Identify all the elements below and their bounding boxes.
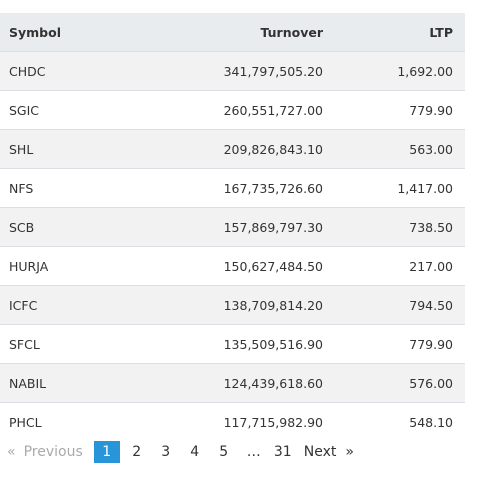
symbol-cell: PHCL (0, 402, 130, 441)
table-row: SHL 209,826,843.10 563.00 (0, 129, 465, 169)
table-row: PHCL 117,715,982.90 548.10 (0, 402, 465, 441)
ltp-cell: 217.00 (336, 246, 465, 286)
symbol-cell: SGIC (0, 90, 130, 130)
turnover-cell: 167,735,726.60 (130, 168, 336, 208)
page-4-button[interactable]: 4 (190, 444, 200, 460)
next-label: Next (303, 444, 337, 460)
table-header: Symbol Turnover LTP (0, 13, 465, 52)
symbol-cell: CHDC (0, 51, 130, 91)
column-header-symbol[interactable]: Symbol (0, 13, 130, 52)
table-row: ICFC 138,709,814.20 794.50 (0, 285, 465, 325)
symbol-cell: ICFC (0, 285, 130, 325)
symbol-cell: HURJA (0, 246, 130, 286)
turnover-cell: 135,509,516.90 (130, 324, 336, 364)
table-row: NABIL 124,439,618.60 576.00 (0, 363, 465, 403)
ltp-cell: 794.50 (336, 285, 465, 325)
turnover-cell: 260,551,727.00 (130, 90, 336, 130)
ltp-cell: 1,692.00 (336, 51, 465, 91)
table-row: CHDC 341,797,505.20 1,692.00 (0, 51, 465, 91)
table-row: HURJA 150,627,484.50 217.00 (0, 246, 465, 286)
ltp-cell: 1,417.00 (336, 168, 465, 208)
symbol-cell: SCB (0, 207, 130, 247)
turnover-cell: 138,709,814.20 (130, 285, 336, 325)
ltp-cell: 576.00 (336, 363, 465, 403)
table-row: SFCL 135,509,516.90 779.90 (0, 324, 465, 364)
page-5-button[interactable]: 5 (219, 444, 229, 460)
symbol-cell: NABIL (0, 363, 130, 403)
column-header-ltp[interactable]: LTP (336, 13, 465, 52)
pagination: « Previous 1 2 3 4 5 … 31 Next » (0, 441, 354, 463)
ltp-cell: 779.90 (336, 90, 465, 130)
column-header-turnover[interactable]: Turnover (130, 13, 336, 52)
ltp-cell: 738.50 (336, 207, 465, 247)
page-31-button[interactable]: 31 (273, 444, 292, 460)
table-body: CHDC 341,797,505.20 1,692.00 SGIC 260,55… (0, 51, 465, 441)
table-row: SCB 157,869,797.30 738.50 (0, 207, 465, 247)
turnover-cell: 150,627,484.50 (130, 246, 336, 286)
ltp-cell: 548.10 (336, 402, 465, 441)
turnover-cell: 117,715,982.90 (130, 402, 336, 441)
next-page-button[interactable]: Next » (304, 441, 354, 463)
symbol-cell: SFCL (0, 324, 130, 364)
ltp-cell: 779.90 (336, 324, 465, 364)
turnover-table-container: Symbol Turnover LTP CHDC 341,797,505.20 … (0, 13, 465, 441)
previous-page-button[interactable]: « Previous (0, 441, 83, 463)
turnover-cell: 209,826,843.10 (130, 129, 336, 169)
turnover-cell: 124,439,618.60 (130, 363, 336, 403)
table-row: SGIC 260,551,727.00 779.90 (0, 90, 465, 130)
turnover-cell: 157,869,797.30 (130, 207, 336, 247)
ltp-cell: 563.00 (336, 129, 465, 169)
turnover-table: Symbol Turnover LTP CHDC 341,797,505.20 … (0, 13, 465, 441)
previous-label: Previous (23, 444, 83, 460)
page-1-button[interactable]: 1 (93, 441, 120, 463)
table-row: NFS 167,735,726.60 1,417.00 (0, 168, 465, 208)
double-chevron-left-icon: « (7, 444, 16, 460)
page-2-button[interactable]: 2 (132, 444, 142, 460)
page-3-button[interactable]: 3 (161, 444, 171, 460)
symbol-cell: SHL (0, 129, 130, 169)
turnover-cell: 341,797,505.20 (130, 51, 336, 91)
pagination-ellipsis: … (246, 444, 261, 460)
double-chevron-right-icon: » (345, 444, 354, 460)
symbol-cell: NFS (0, 168, 130, 208)
